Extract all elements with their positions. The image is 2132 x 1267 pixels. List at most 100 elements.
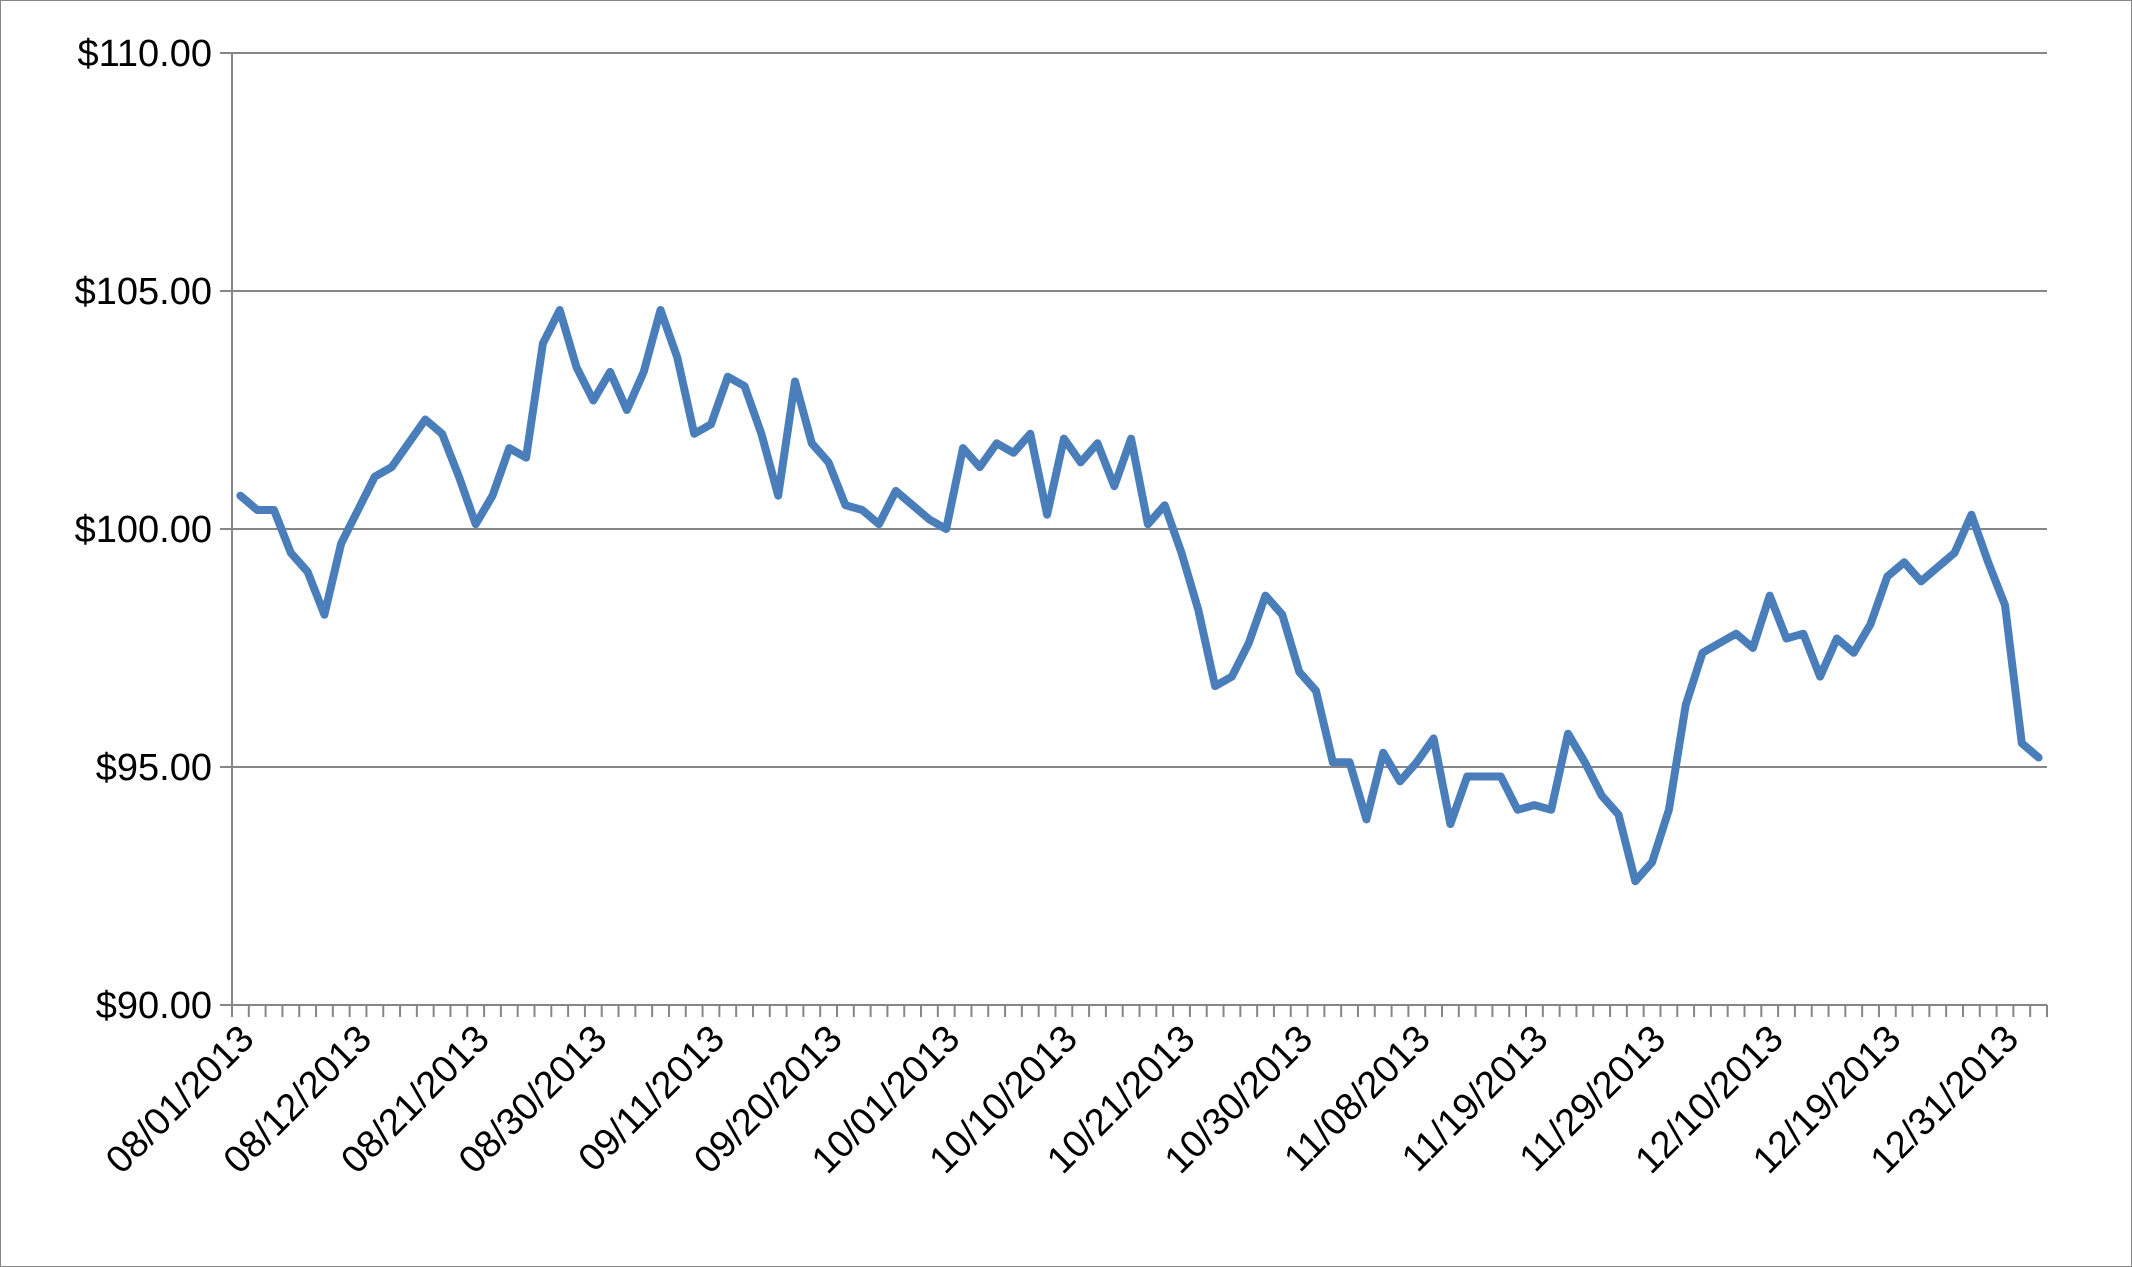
data-point xyxy=(1665,806,1673,814)
data-point xyxy=(993,439,1001,447)
data-point xyxy=(1766,592,1774,600)
data-point xyxy=(690,430,698,438)
data-point xyxy=(1110,482,1118,490)
y-tick-label: $100.00 xyxy=(75,509,212,551)
data-point xyxy=(573,363,581,371)
data-point xyxy=(724,373,732,381)
data-point xyxy=(1396,777,1404,785)
data-point xyxy=(623,406,631,414)
data-point xyxy=(1799,630,1807,638)
data-point xyxy=(925,516,933,524)
data-point xyxy=(808,439,816,447)
data-point xyxy=(253,506,261,514)
data-point xyxy=(1900,558,1908,566)
data-point xyxy=(405,439,413,447)
data-point xyxy=(1850,649,1858,657)
data-point xyxy=(1783,635,1791,643)
data-point xyxy=(270,506,278,514)
data-point xyxy=(976,463,984,471)
data-point xyxy=(1648,858,1656,866)
data-point xyxy=(825,458,833,466)
data-point xyxy=(1295,668,1303,676)
data-point xyxy=(1463,773,1471,781)
data-point xyxy=(2035,754,2043,762)
data-point xyxy=(1547,806,1555,814)
data-point xyxy=(1631,877,1639,885)
data-point xyxy=(1178,549,1186,557)
data-point xyxy=(741,382,749,390)
series-layer xyxy=(236,306,2043,886)
axes xyxy=(231,53,2048,1017)
data-point xyxy=(556,306,564,314)
data-point xyxy=(707,420,715,428)
data-point xyxy=(1682,701,1690,709)
data-point xyxy=(841,501,849,509)
data-point xyxy=(1413,758,1421,766)
data-point xyxy=(287,549,295,557)
data-point xyxy=(606,368,614,376)
data-point xyxy=(354,506,362,514)
data-point xyxy=(1211,682,1219,690)
data-point xyxy=(909,501,917,509)
data-point xyxy=(791,377,799,385)
data-point xyxy=(489,492,497,500)
data-point xyxy=(589,397,597,405)
data-point xyxy=(640,368,648,376)
data-point xyxy=(1816,673,1824,681)
grid-lines xyxy=(220,52,2047,1006)
series-line xyxy=(236,306,2043,886)
data-point xyxy=(892,487,900,495)
data-point xyxy=(2001,601,2009,609)
data-point xyxy=(1346,758,1354,766)
data-point xyxy=(1194,606,1202,614)
data-point xyxy=(1514,806,1522,814)
data-point xyxy=(1043,511,1051,519)
data-point xyxy=(757,430,765,438)
data-point xyxy=(1699,649,1707,657)
y-axis-tick-labels: $90.00 $95.00 $100.00 $105.00 $110.00 xyxy=(75,33,212,1027)
data-point xyxy=(1127,435,1135,443)
data-point xyxy=(1967,511,1975,519)
data-point xyxy=(673,354,681,362)
data-point xyxy=(1749,644,1757,652)
data-point xyxy=(1329,758,1337,766)
data-point xyxy=(1732,630,1740,638)
data-point xyxy=(505,444,513,452)
data-point xyxy=(1245,639,1253,647)
data-point xyxy=(1262,592,1270,600)
data-point xyxy=(421,416,429,424)
data-point xyxy=(1026,430,1034,438)
data-point xyxy=(1883,573,1891,581)
data-point xyxy=(959,444,967,452)
data-point xyxy=(774,492,782,500)
data-point xyxy=(1060,435,1068,443)
data-point xyxy=(472,520,480,528)
data-point xyxy=(371,473,379,481)
data-point xyxy=(657,306,665,314)
data-point xyxy=(455,473,463,481)
data-point xyxy=(1010,449,1018,457)
data-point xyxy=(1564,730,1572,738)
data-point xyxy=(2018,739,2026,747)
data-point xyxy=(1312,687,1320,695)
data-point xyxy=(1077,458,1085,466)
data-point xyxy=(1480,773,1488,781)
y-tick-label: $105.00 xyxy=(75,271,212,313)
data-point xyxy=(1161,501,1169,509)
data-point xyxy=(304,568,312,576)
data-point xyxy=(1144,520,1152,528)
data-point xyxy=(1278,611,1286,619)
data-point xyxy=(1615,811,1623,819)
data-point xyxy=(1430,734,1438,742)
data-point xyxy=(942,525,950,533)
data-point xyxy=(875,520,883,528)
data-point xyxy=(1094,439,1102,447)
data-point xyxy=(1598,792,1606,800)
data-point xyxy=(337,539,345,547)
data-point xyxy=(1867,620,1875,628)
y-tick-label: $90.00 xyxy=(96,985,212,1027)
data-point xyxy=(438,430,446,438)
data-point xyxy=(1446,820,1454,828)
